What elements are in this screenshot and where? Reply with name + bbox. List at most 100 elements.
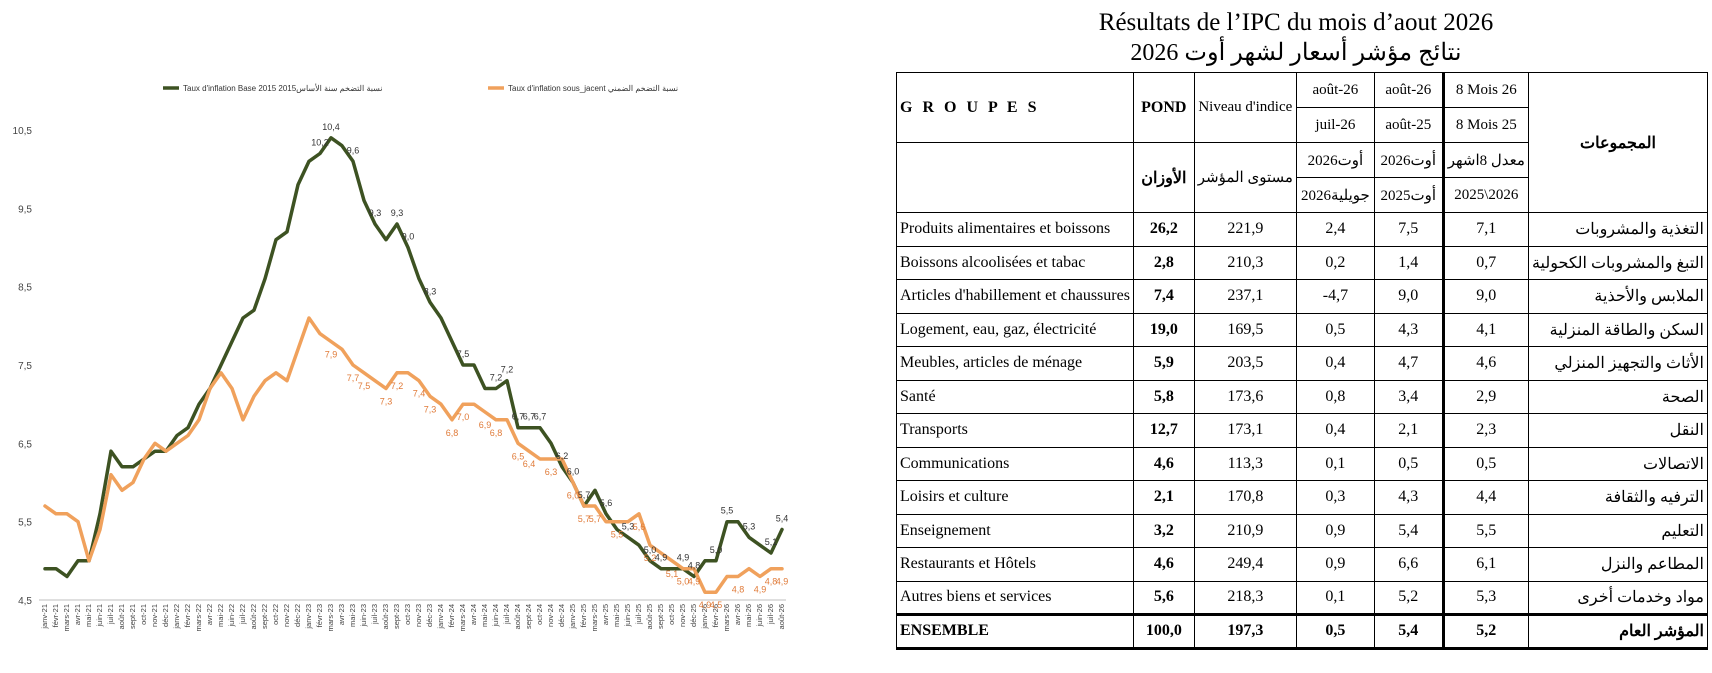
data-label: 4,8 bbox=[765, 577, 778, 587]
x-tick-label: mars-21 bbox=[62, 604, 71, 632]
data-label: 6,7 bbox=[512, 412, 525, 422]
x-tick-label: oct-22 bbox=[271, 604, 280, 625]
data-label: 10,2 bbox=[311, 138, 329, 148]
row-pond: 3,2 bbox=[1132, 513, 1195, 548]
data-label: 7,9 bbox=[325, 350, 338, 360]
row-group-fr: Communications bbox=[896, 446, 1134, 481]
x-tick-label: janv-25 bbox=[568, 604, 577, 630]
x-tick-label: juil-26 bbox=[766, 604, 775, 625]
data-label: 5,1 bbox=[765, 537, 778, 547]
row-annual-change: 5,2 bbox=[1373, 580, 1444, 615]
total-label-fr: ENSEMBLE bbox=[896, 613, 1134, 650]
x-tick-label: déc-25 bbox=[689, 604, 698, 627]
data-label: 5,2 bbox=[644, 553, 657, 563]
x-tick-label: sept-21 bbox=[128, 604, 137, 629]
header-empty bbox=[896, 142, 1134, 213]
x-tick-label: août-22 bbox=[249, 604, 258, 629]
data-label: 4,9 bbox=[655, 553, 668, 563]
row-monthly-change: 0,1 bbox=[1295, 446, 1375, 481]
row-group-ar: الأثاث والتجهيز المنزلي bbox=[1527, 346, 1709, 381]
data-label: 7,5 bbox=[358, 381, 371, 391]
x-tick-label: mai-26 bbox=[744, 604, 753, 627]
x-tick-label: janv-22 bbox=[172, 604, 181, 630]
data-label: 5,0 bbox=[644, 545, 657, 555]
data-label: 6,8 bbox=[446, 428, 459, 438]
row-pond: 19,0 bbox=[1132, 312, 1195, 347]
y-tick-label: 8,5 bbox=[18, 283, 32, 294]
row-pond: 5,8 bbox=[1132, 379, 1195, 414]
row-pond: 2,8 bbox=[1132, 245, 1195, 280]
x-tick-label: mars-23 bbox=[326, 604, 335, 632]
total-pond: 100,0 bbox=[1132, 613, 1195, 650]
x-tick-label: mars-25 bbox=[590, 604, 599, 632]
total-niveau: 197,3 bbox=[1193, 613, 1297, 650]
row-niveau: 221,9 bbox=[1193, 212, 1297, 247]
x-tick-label: juin-25 bbox=[623, 604, 632, 628]
row-pond: 12,7 bbox=[1132, 413, 1195, 448]
x-tick-label: avr-25 bbox=[601, 604, 610, 625]
header-groupes-label: G R O U P E S bbox=[900, 98, 1040, 116]
x-tick-label: févr-22 bbox=[183, 604, 192, 627]
row-8month-average: 9,0 bbox=[1441, 279, 1529, 314]
row-monthly-change: 0,1 bbox=[1295, 580, 1375, 615]
x-tick-label: oct-25 bbox=[667, 604, 676, 625]
data-label: 5,6 bbox=[633, 522, 646, 532]
data-label: 6,8 bbox=[490, 428, 503, 438]
x-tick-label: févr-24 bbox=[447, 604, 456, 627]
x-tick-label: mars-24 bbox=[458, 604, 467, 632]
row-8month-average: 4,4 bbox=[1441, 480, 1529, 515]
row-pond: 5,9 bbox=[1132, 346, 1195, 381]
header-c1d: جويلية2026 bbox=[1295, 177, 1375, 213]
header-majmouat: المجموعات bbox=[1527, 72, 1709, 213]
data-label: 4,9 bbox=[776, 577, 789, 587]
data-label: 9,0 bbox=[402, 232, 415, 242]
row-annual-change: 4,3 bbox=[1373, 312, 1444, 347]
header-c3d: 2026\2025 bbox=[1441, 177, 1529, 213]
x-tick-label: nov-25 bbox=[678, 604, 687, 627]
data-label: 4,9 bbox=[754, 585, 767, 595]
report-title-ar: نتائج مؤشر أسعار لشهر أوت 2026 bbox=[1130, 40, 1462, 66]
x-tick-label: oct-24 bbox=[535, 604, 544, 625]
ipc-table: G R O U P E S POND Niveau d'indice août-… bbox=[896, 72, 1709, 650]
row-group-fr: Articles d'habillement et chaussures bbox=[896, 279, 1134, 314]
x-tick-label: févr-25 bbox=[579, 604, 588, 627]
total-annual-change: 5,4 bbox=[1373, 613, 1444, 650]
row-8month-average: 0,5 bbox=[1441, 446, 1529, 481]
x-tick-label: oct-21 bbox=[139, 604, 148, 625]
report-title-fr: Résultats de l’IPC du mois d’aout 2026 bbox=[1098, 9, 1494, 36]
row-group-ar: المطاعم والنزل bbox=[1527, 547, 1709, 582]
x-tick-label: févr-26 bbox=[711, 604, 720, 627]
row-pond: 2,1 bbox=[1132, 480, 1195, 515]
table-row: Santé 5,8 173,6 0,8 3,4 2,9 الصحة bbox=[896, 379, 1709, 414]
data-label: 6,9 bbox=[479, 420, 492, 430]
header-pond: POND bbox=[1132, 72, 1195, 143]
data-label: 7,2 bbox=[391, 381, 404, 391]
row-annual-change: 6,6 bbox=[1373, 547, 1444, 582]
row-annual-change: 7,5 bbox=[1373, 212, 1444, 247]
table-row: Transports 12,7 173,1 0,4 2,1 2,3 النقل bbox=[896, 413, 1709, 448]
x-tick-label: déc-23 bbox=[425, 604, 434, 627]
row-group-fr: Autres biens et services bbox=[896, 580, 1134, 615]
data-label: 5,5 bbox=[721, 506, 734, 516]
x-tick-label: août-24 bbox=[513, 604, 522, 629]
data-label: 6,7 bbox=[523, 412, 536, 422]
x-tick-label: déc-24 bbox=[557, 604, 566, 627]
row-8month-average: 5,3 bbox=[1441, 580, 1529, 615]
table-row: Enseignement 3,2 210,9 0,9 5,4 5,5 التعليم bbox=[896, 513, 1709, 548]
row-group-fr: Produits alimentaires et boissons bbox=[896, 212, 1134, 247]
row-monthly-change: 0,8 bbox=[1295, 379, 1375, 414]
header-c2d: أوت2025 bbox=[1373, 177, 1444, 213]
row-group-ar: النقل bbox=[1527, 413, 1709, 448]
row-niveau: 237,1 bbox=[1193, 279, 1297, 314]
data-label: 6,7 bbox=[534, 412, 547, 422]
data-label: 6,5 bbox=[512, 451, 525, 461]
x-tick-label: mars-22 bbox=[194, 604, 203, 632]
table-row: Logement, eau, gaz, électricité 19,0 169,5… bbox=[896, 312, 1709, 347]
x-tick-label: avr-22 bbox=[205, 604, 214, 625]
x-tick-label: déc-21 bbox=[161, 604, 170, 627]
x-tick-label: nov-24 bbox=[546, 604, 555, 627]
row-annual-change: 4,7 bbox=[1373, 346, 1444, 381]
x-tick-label: janv-24 bbox=[436, 604, 445, 630]
row-annual-change: 9,0 bbox=[1373, 279, 1444, 314]
total-8month-average: 5,2 bbox=[1441, 613, 1529, 650]
